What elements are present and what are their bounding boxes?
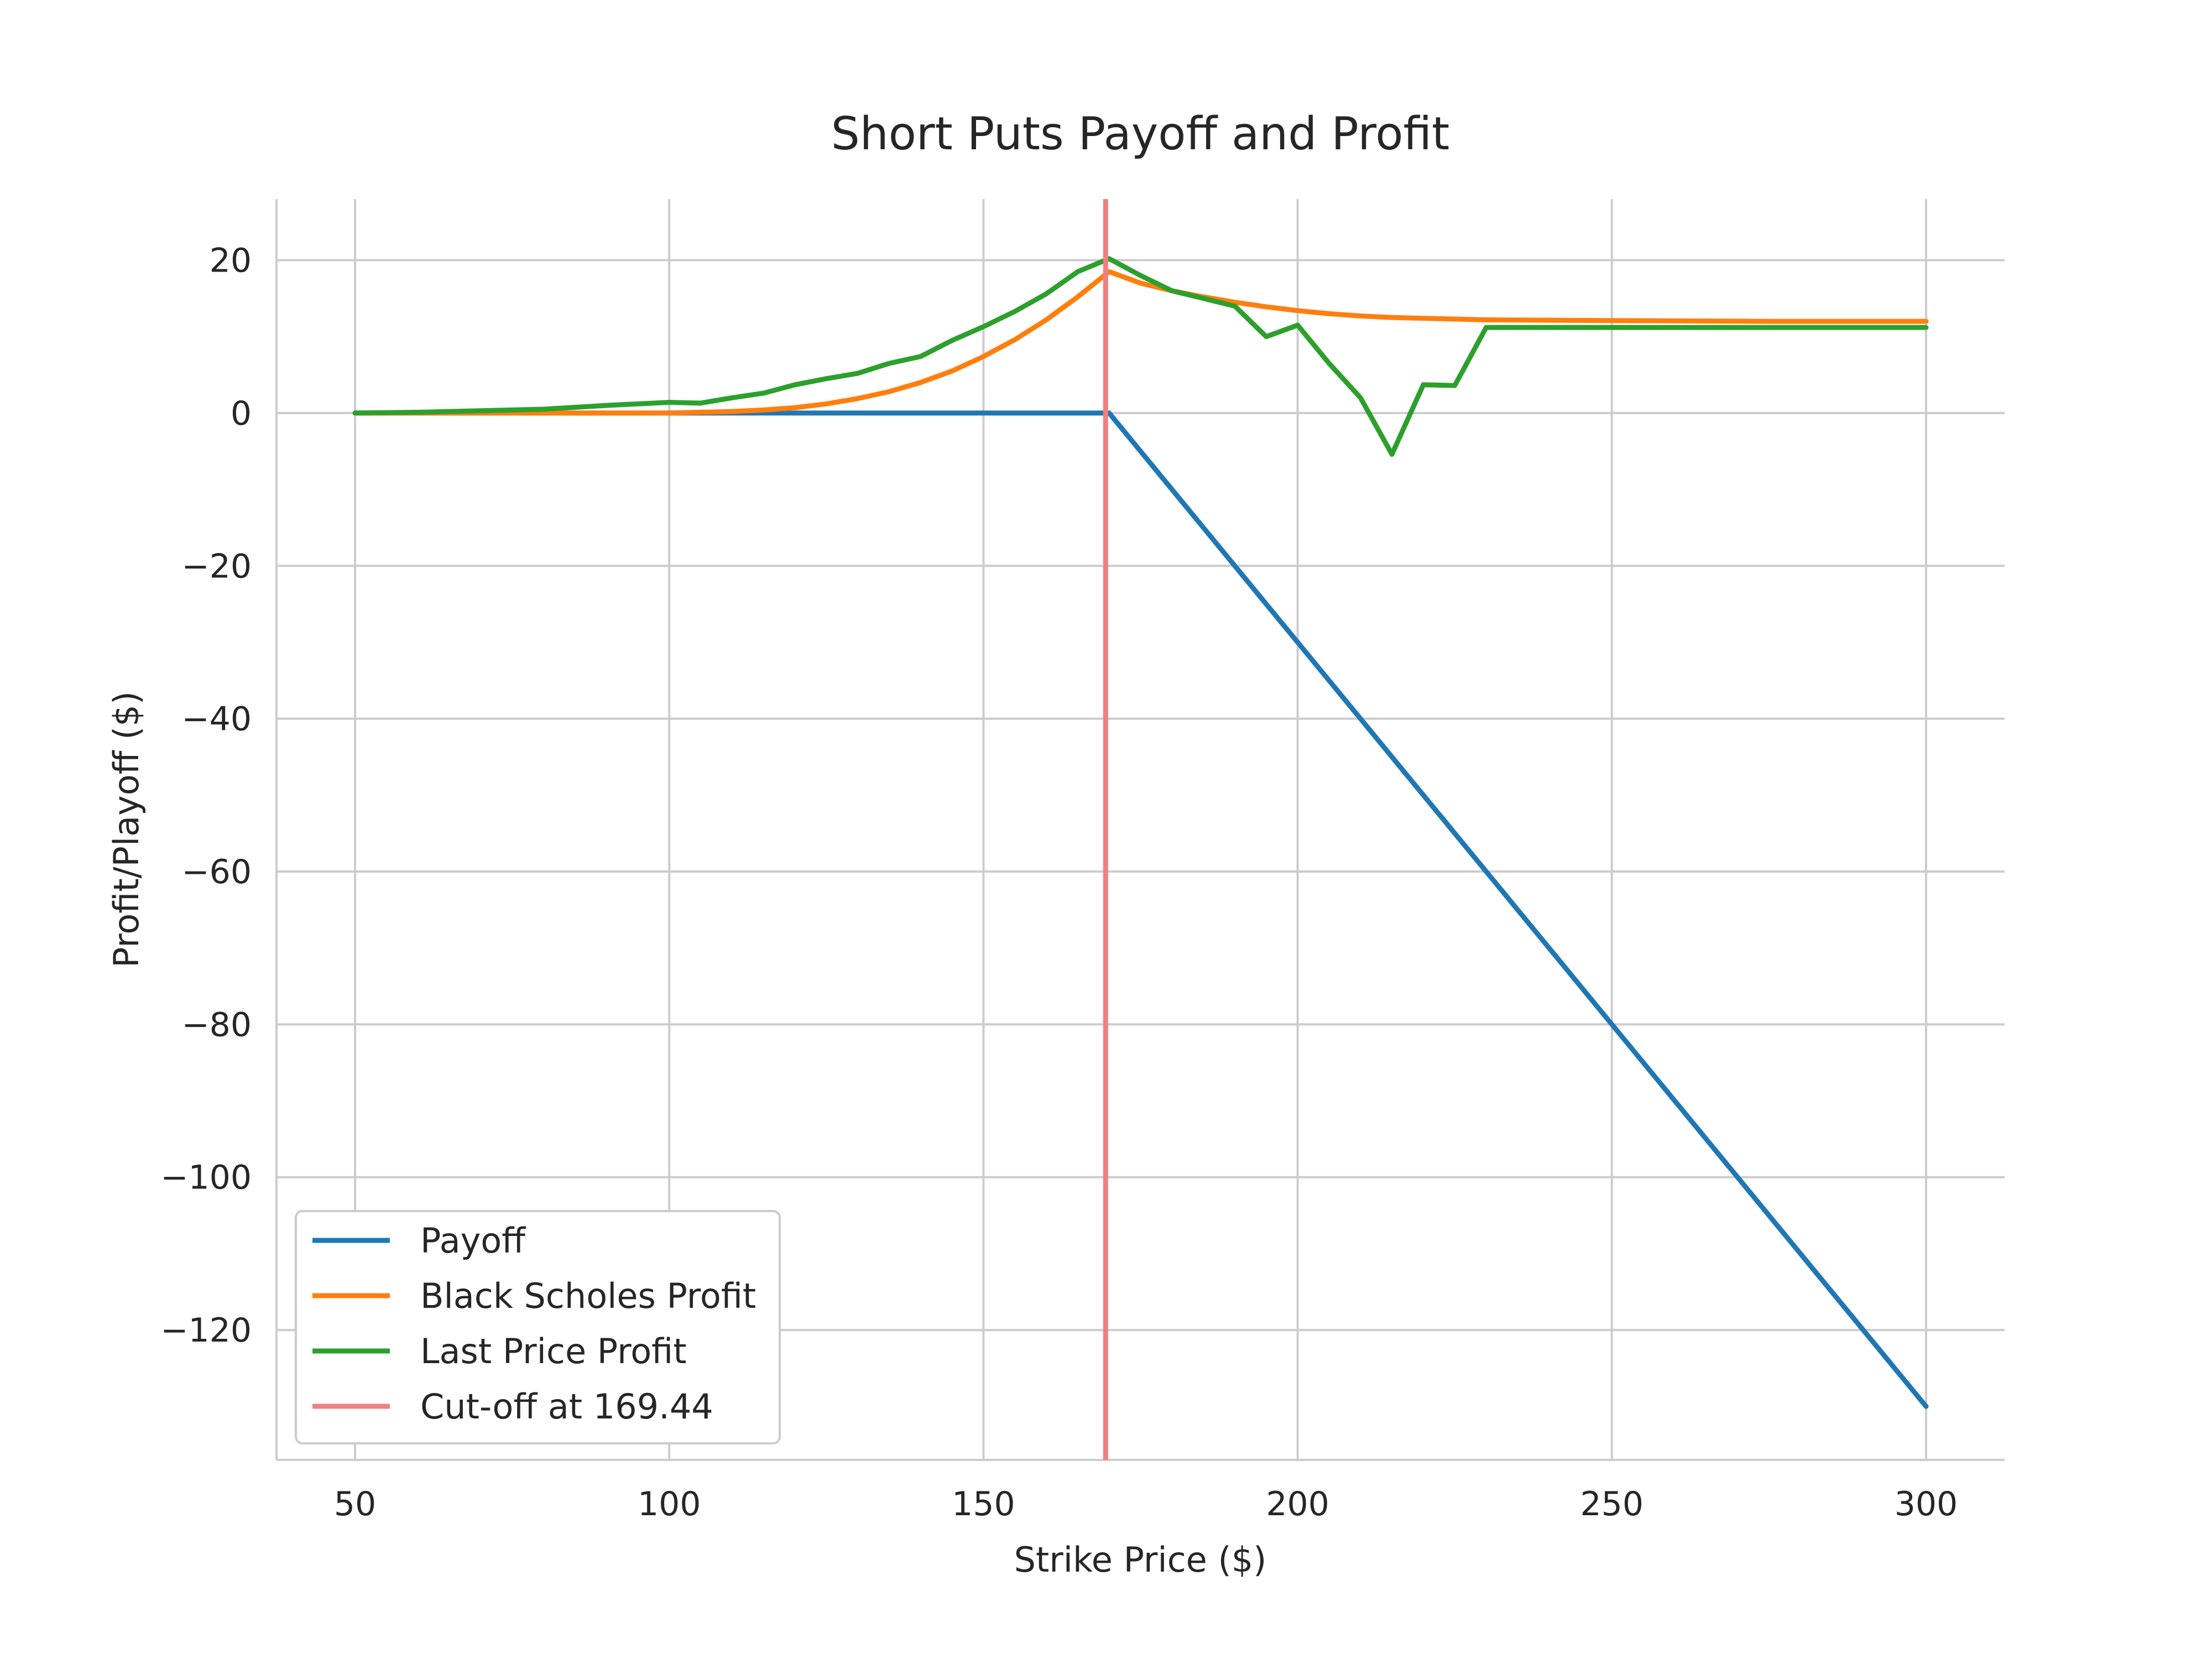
x-tick-label: 150 [952, 1485, 1015, 1524]
legend-label-black-scholes: Black Scholes Profit [420, 1276, 756, 1316]
x-tick-label: 250 [1580, 1485, 1644, 1524]
y-tick-label: 0 [231, 394, 252, 433]
y-tick-label: −120 [160, 1311, 252, 1350]
legend-label-cutoff: Cut-off at 169.44 [420, 1386, 713, 1427]
y-axis-label: Profit/Playoff ($) [106, 691, 147, 968]
y-tick-labels: 20 0 −20 −40 −60 −80 −100 −120 [160, 242, 252, 1350]
x-tick-label: 50 [334, 1485, 376, 1524]
legend-label-last-price: Last Price Profit [420, 1331, 687, 1371]
y-tick-label: −60 [181, 853, 252, 891]
chart-title: Short Puts Payoff and Profit [831, 108, 1450, 160]
y-tick-label: −100 [160, 1159, 252, 1197]
legend-label-payoff: Payoff [420, 1220, 526, 1261]
x-tick-labels: 50 100 150 200 250 300 [334, 1485, 1958, 1524]
x-tick-label: 300 [1895, 1485, 1958, 1524]
y-tick-label: −20 [181, 547, 252, 586]
x-axis-label: Strike Price ($) [1014, 1540, 1267, 1580]
x-tick-label: 100 [638, 1485, 701, 1524]
legend: Payoff Black Scholes Profit Last Price P… [295, 1210, 781, 1444]
x-tick-label: 200 [1266, 1485, 1329, 1524]
series-line-black-scholes-profit [352, 269, 1929, 416]
series-layer [352, 256, 1929, 1409]
y-tick-label: −40 [181, 700, 252, 739]
axes-spines [275, 199, 2005, 1461]
legend-box [295, 1210, 781, 1444]
y-tick-label: 20 [210, 242, 252, 280]
series-line-last-price-profit [352, 256, 1929, 457]
y-tick-label: −80 [181, 1005, 252, 1044]
